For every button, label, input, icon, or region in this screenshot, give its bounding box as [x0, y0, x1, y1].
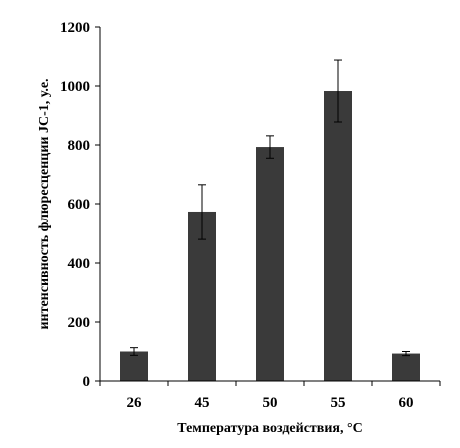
- y-tick-label: 400: [68, 256, 91, 272]
- y-axis-title: интенсивность флюресценции JC-1, у.е.: [37, 78, 52, 329]
- y-axis-ticks: 0 200 400 600 800 1000 1200: [60, 20, 100, 390]
- bars: [120, 91, 420, 381]
- error-bars: [130, 59, 410, 357]
- x-tick-label: 55: [331, 395, 346, 411]
- x-tick-label: 45: [195, 395, 210, 411]
- y-tick-label: 1200: [60, 20, 90, 36]
- y-tick-label: 0: [83, 374, 91, 390]
- bar-50: [256, 147, 284, 381]
- x-tick-label: 50: [263, 395, 278, 411]
- y-tick-label: 1000: [60, 79, 90, 95]
- x-tick-label: 26: [127, 395, 143, 411]
- x-tick-label: 60: [399, 395, 414, 411]
- y-tick-label: 200: [68, 315, 91, 331]
- y-tick-label: 800: [68, 138, 91, 154]
- bar-55: [324, 91, 352, 381]
- x-axis-title: Температура воздействия, °С: [177, 421, 362, 436]
- error-bar-26: [130, 347, 138, 356]
- y-tick-label: 600: [68, 197, 91, 213]
- error-bar-50: [266, 135, 274, 159]
- error-bar-55: [334, 59, 342, 123]
- bar-45: [188, 211, 216, 381]
- bar-60: [392, 353, 420, 381]
- error-bar-45: [198, 184, 206, 240]
- x-axis-ticks: 26 45 50 55 60: [99, 381, 441, 411]
- error-bar-60: [402, 351, 410, 357]
- bar-26: [120, 351, 148, 381]
